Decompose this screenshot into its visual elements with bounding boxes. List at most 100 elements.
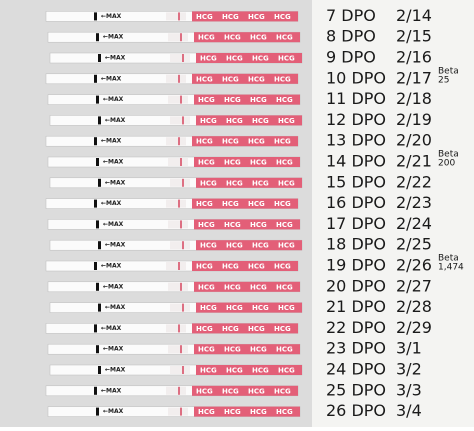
strip-brand: HCG	[248, 200, 265, 208]
strip-brand: HCG	[196, 138, 213, 146]
strip-label-area	[194, 157, 300, 167]
strip-brand: HCG	[224, 34, 241, 42]
strip-label-area	[196, 53, 302, 63]
strip-brand: HCG	[248, 75, 265, 83]
strip-max-label: ←MAX	[103, 159, 124, 166]
strip-mark	[96, 220, 99, 229]
strip-max-label: ←MAX	[103, 408, 124, 415]
strip-brand: HCG	[196, 75, 213, 83]
strip-window	[170, 54, 190, 62]
strip-window	[166, 262, 186, 270]
strip-brand: HCG	[278, 117, 295, 125]
strip-brand: HCG	[224, 221, 241, 229]
strip-brand: HCG	[278, 242, 295, 250]
strip-brand: HCG	[224, 408, 241, 416]
strip-brand: HCG	[198, 96, 215, 104]
strip-label-area	[192, 198, 298, 209]
strip-mark	[94, 12, 97, 21]
strip-label-area	[192, 323, 298, 334]
date-label: 3/1	[396, 339, 422, 358]
strip-brand: HCG	[276, 283, 293, 291]
strip-brand: HCG	[250, 221, 267, 229]
strip-label-area	[196, 240, 302, 251]
strip-brand: HCG	[278, 367, 295, 375]
strip-brand: HCG	[248, 263, 265, 271]
strip-brand: HCG	[276, 34, 293, 42]
strip-mark	[96, 407, 99, 416]
strip-brand: HCG	[196, 325, 213, 333]
strip-brand: HCG	[276, 96, 293, 104]
date-label: 2/20	[396, 131, 432, 150]
strip-max-label: ←MAX	[105, 117, 126, 124]
strip-max-label: ←MAX	[101, 325, 122, 332]
strip-brand: HCG	[198, 346, 215, 354]
date-label: 2/27	[396, 276, 432, 295]
strip-window	[170, 178, 190, 187]
strip-brand: HCG	[226, 179, 243, 187]
strip-brand: HCG	[224, 96, 241, 104]
beta-note: Beta	[438, 150, 459, 160]
strip-brand: HCG	[222, 13, 239, 21]
strip-brand: HCG	[200, 117, 217, 125]
strip-mark	[98, 366, 101, 374]
strip-brand: HCG	[252, 304, 269, 312]
strip-brand: HCG	[200, 242, 217, 250]
strip-mark	[96, 95, 99, 104]
day-label: 7 DPO	[326, 6, 376, 25]
strip-brand: HCG	[248, 387, 265, 395]
strip-brand: HCG	[198, 408, 215, 416]
day-label: 16 DPO	[326, 193, 386, 212]
strip-label-area	[194, 281, 300, 292]
day-label: 12 DPO	[326, 110, 386, 129]
strip-max-label: ←MAX	[101, 13, 122, 20]
strip-window	[170, 241, 190, 250]
strip-mark	[98, 116, 101, 125]
strip-mark	[94, 262, 97, 270]
strip-brand: HCG	[250, 408, 267, 416]
strip-brand: HCG	[226, 117, 243, 125]
strip-mark	[94, 324, 97, 333]
day-label: 22 DPO	[326, 318, 386, 337]
date-label: 2/29	[396, 318, 432, 337]
strip-brand: HCG	[196, 200, 213, 208]
day-label: 24 DPO	[326, 360, 386, 379]
day-label: 18 DPO	[326, 235, 386, 254]
strip-label-area	[196, 115, 302, 126]
strip-window	[168, 33, 188, 42]
strip-window	[168, 345, 188, 354]
strip-brand: HCG	[252, 367, 269, 375]
strip-brand: HCG	[276, 346, 293, 354]
date-label: 3/3	[396, 380, 422, 399]
strip-window	[166, 199, 186, 208]
strip-brand: HCG	[276, 159, 293, 167]
strip-brand: HCG	[196, 387, 213, 395]
strip-brand: HCG	[250, 96, 267, 104]
strip-brand: HCG	[200, 179, 217, 187]
strip-brand: HCG	[226, 242, 243, 250]
strip-brand: HCG	[278, 304, 295, 312]
strip-label-area	[194, 94, 300, 105]
strip-window	[168, 220, 188, 229]
day-label: 19 DPO	[326, 256, 386, 275]
strip-brand: HCG	[250, 34, 267, 42]
strip-brand: HCG	[222, 200, 239, 208]
strip-brand: HCG	[196, 13, 213, 21]
date-label: 2/19	[396, 110, 432, 129]
strip-window	[170, 366, 190, 374]
strip-brand: HCG	[274, 325, 291, 333]
strip-brand: HCG	[250, 159, 267, 167]
strip-window	[170, 303, 190, 312]
strip-max-label: ←MAX	[105, 55, 126, 62]
strip-label-area	[196, 365, 302, 375]
day-label: 15 DPO	[326, 172, 386, 191]
strip-brand: HCG	[222, 75, 239, 83]
strip-brand: HCG	[222, 138, 239, 146]
strip-brand: HCG	[274, 263, 291, 271]
strip-brand: HCG	[222, 387, 239, 395]
date-label: 2/25	[396, 235, 432, 254]
strip-brand: HCG	[198, 221, 215, 229]
strip-max-label: ←MAX	[105, 179, 126, 186]
date-label: 2/15	[396, 27, 432, 46]
strip-max-label: ←MAX	[101, 263, 122, 270]
strip-max-label: ←MAX	[103, 96, 124, 103]
